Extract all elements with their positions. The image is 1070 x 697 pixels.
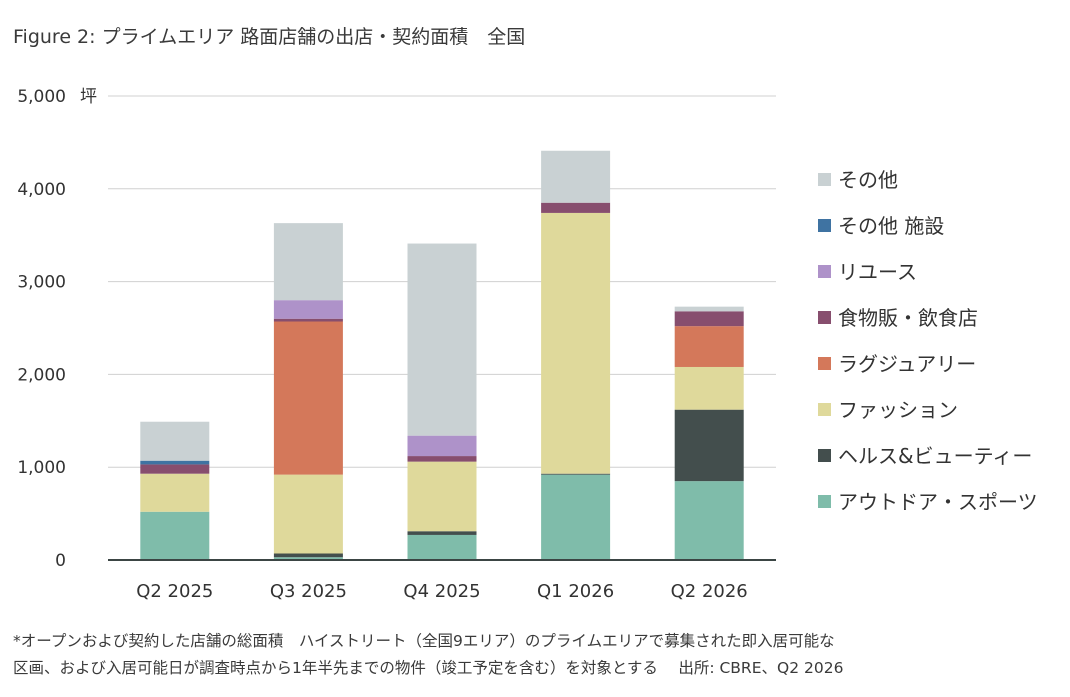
y-tick-label: 0	[55, 551, 66, 571]
bar-segment	[407, 456, 477, 462]
bar-segment	[407, 531, 477, 535]
bar-segment	[407, 534, 477, 560]
y-tick-label: 1,000	[17, 458, 66, 478]
bar-segment	[140, 421, 210, 461]
bar-segment	[541, 202, 611, 213]
bar-segment	[273, 553, 343, 558]
legend-label: その他	[838, 168, 898, 192]
bar-segment	[140, 511, 210, 560]
legend-label: リユース	[838, 260, 917, 284]
x-axis: Q2 2025 Q3 2025 Q4 2025 Q1 2026 Q2 2026	[108, 559, 776, 602]
footnote: *オープンおよび契約した店舗の総面積 ハイストリート（全国9エリア）のプライムエ…	[13, 628, 843, 682]
y-tick-label: 5,000	[17, 87, 66, 107]
x-tick-label: Q2 2026	[671, 581, 748, 602]
bar-segment	[273, 557, 343, 560]
bar-segment	[674, 481, 744, 560]
legend-label: 食物販・飲食店	[838, 306, 978, 330]
bar-segment	[140, 464, 210, 474]
legend-swatch	[818, 357, 831, 370]
x-tick-label: Q4 2025	[403, 581, 480, 602]
y-axis: 0 1,000 2,000 3,000 4,000 5,000 坪	[17, 87, 97, 571]
legend-label: ヘルス&ビューティー	[838, 444, 1032, 468]
legend-swatch	[818, 495, 831, 508]
bar-segment	[541, 474, 611, 560]
y-tick-label: 3,000	[17, 273, 66, 293]
bar-segment	[273, 223, 343, 301]
stacked-bar-chart: 0 1,000 2,000 3,000 4,000 5,000 坪 Q2 2025 Q3 20…	[17, 87, 1038, 602]
bar-segment	[407, 435, 477, 457]
y-tick-label: 4,000	[17, 180, 66, 200]
footnote-line-1: *オープンおよび契約した店舗の総面積 ハイストリート（全国9エリア）のプライムエ…	[13, 632, 835, 650]
bar-segment	[273, 318, 343, 322]
bar-segment	[541, 473, 611, 475]
legend-swatch	[818, 173, 831, 186]
bar-segment	[674, 311, 744, 327]
legend-swatch	[818, 403, 831, 416]
bars	[140, 150, 744, 560]
bar-segment	[273, 300, 343, 319]
legend-label: ファッション	[838, 398, 958, 422]
bar-segment	[140, 473, 210, 512]
y-tick-label: 2,000	[17, 365, 66, 385]
bar-segment	[674, 366, 744, 410]
footnote-line-2: 区画、および入居可能日が調査時点から1年半先までの物件（竣工予定を含む）を対象と…	[13, 659, 844, 677]
bar-segment	[273, 321, 343, 475]
bar-segment	[674, 306, 744, 312]
bar-segment	[140, 460, 210, 465]
legend-label: ラグジュアリー	[838, 352, 976, 376]
bar-segment	[273, 474, 343, 554]
legend-swatch	[818, 219, 831, 232]
x-tick-label: Q1 2026	[537, 581, 614, 602]
x-tick-label: Q3 2025	[270, 581, 347, 602]
bar-segment	[674, 326, 744, 367]
y-axis-unit: 坪	[80, 87, 97, 107]
legend-label: アウトドア・スポーツ	[838, 490, 1038, 514]
bar-segment	[541, 150, 611, 203]
bar-segment	[407, 461, 477, 532]
x-tick-label: Q2 2025	[136, 581, 213, 602]
legend-swatch	[818, 265, 831, 278]
bar-segment	[674, 409, 744, 482]
legend-swatch	[818, 311, 831, 324]
bar-segment	[407, 243, 477, 436]
legend-label: その他 施設	[838, 214, 944, 238]
bar-segment	[541, 212, 611, 474]
chart-title: Figure 2: プライムエリア 路面店舗の出店・契約面積 全国	[13, 26, 526, 48]
legend-swatch	[818, 449, 831, 462]
